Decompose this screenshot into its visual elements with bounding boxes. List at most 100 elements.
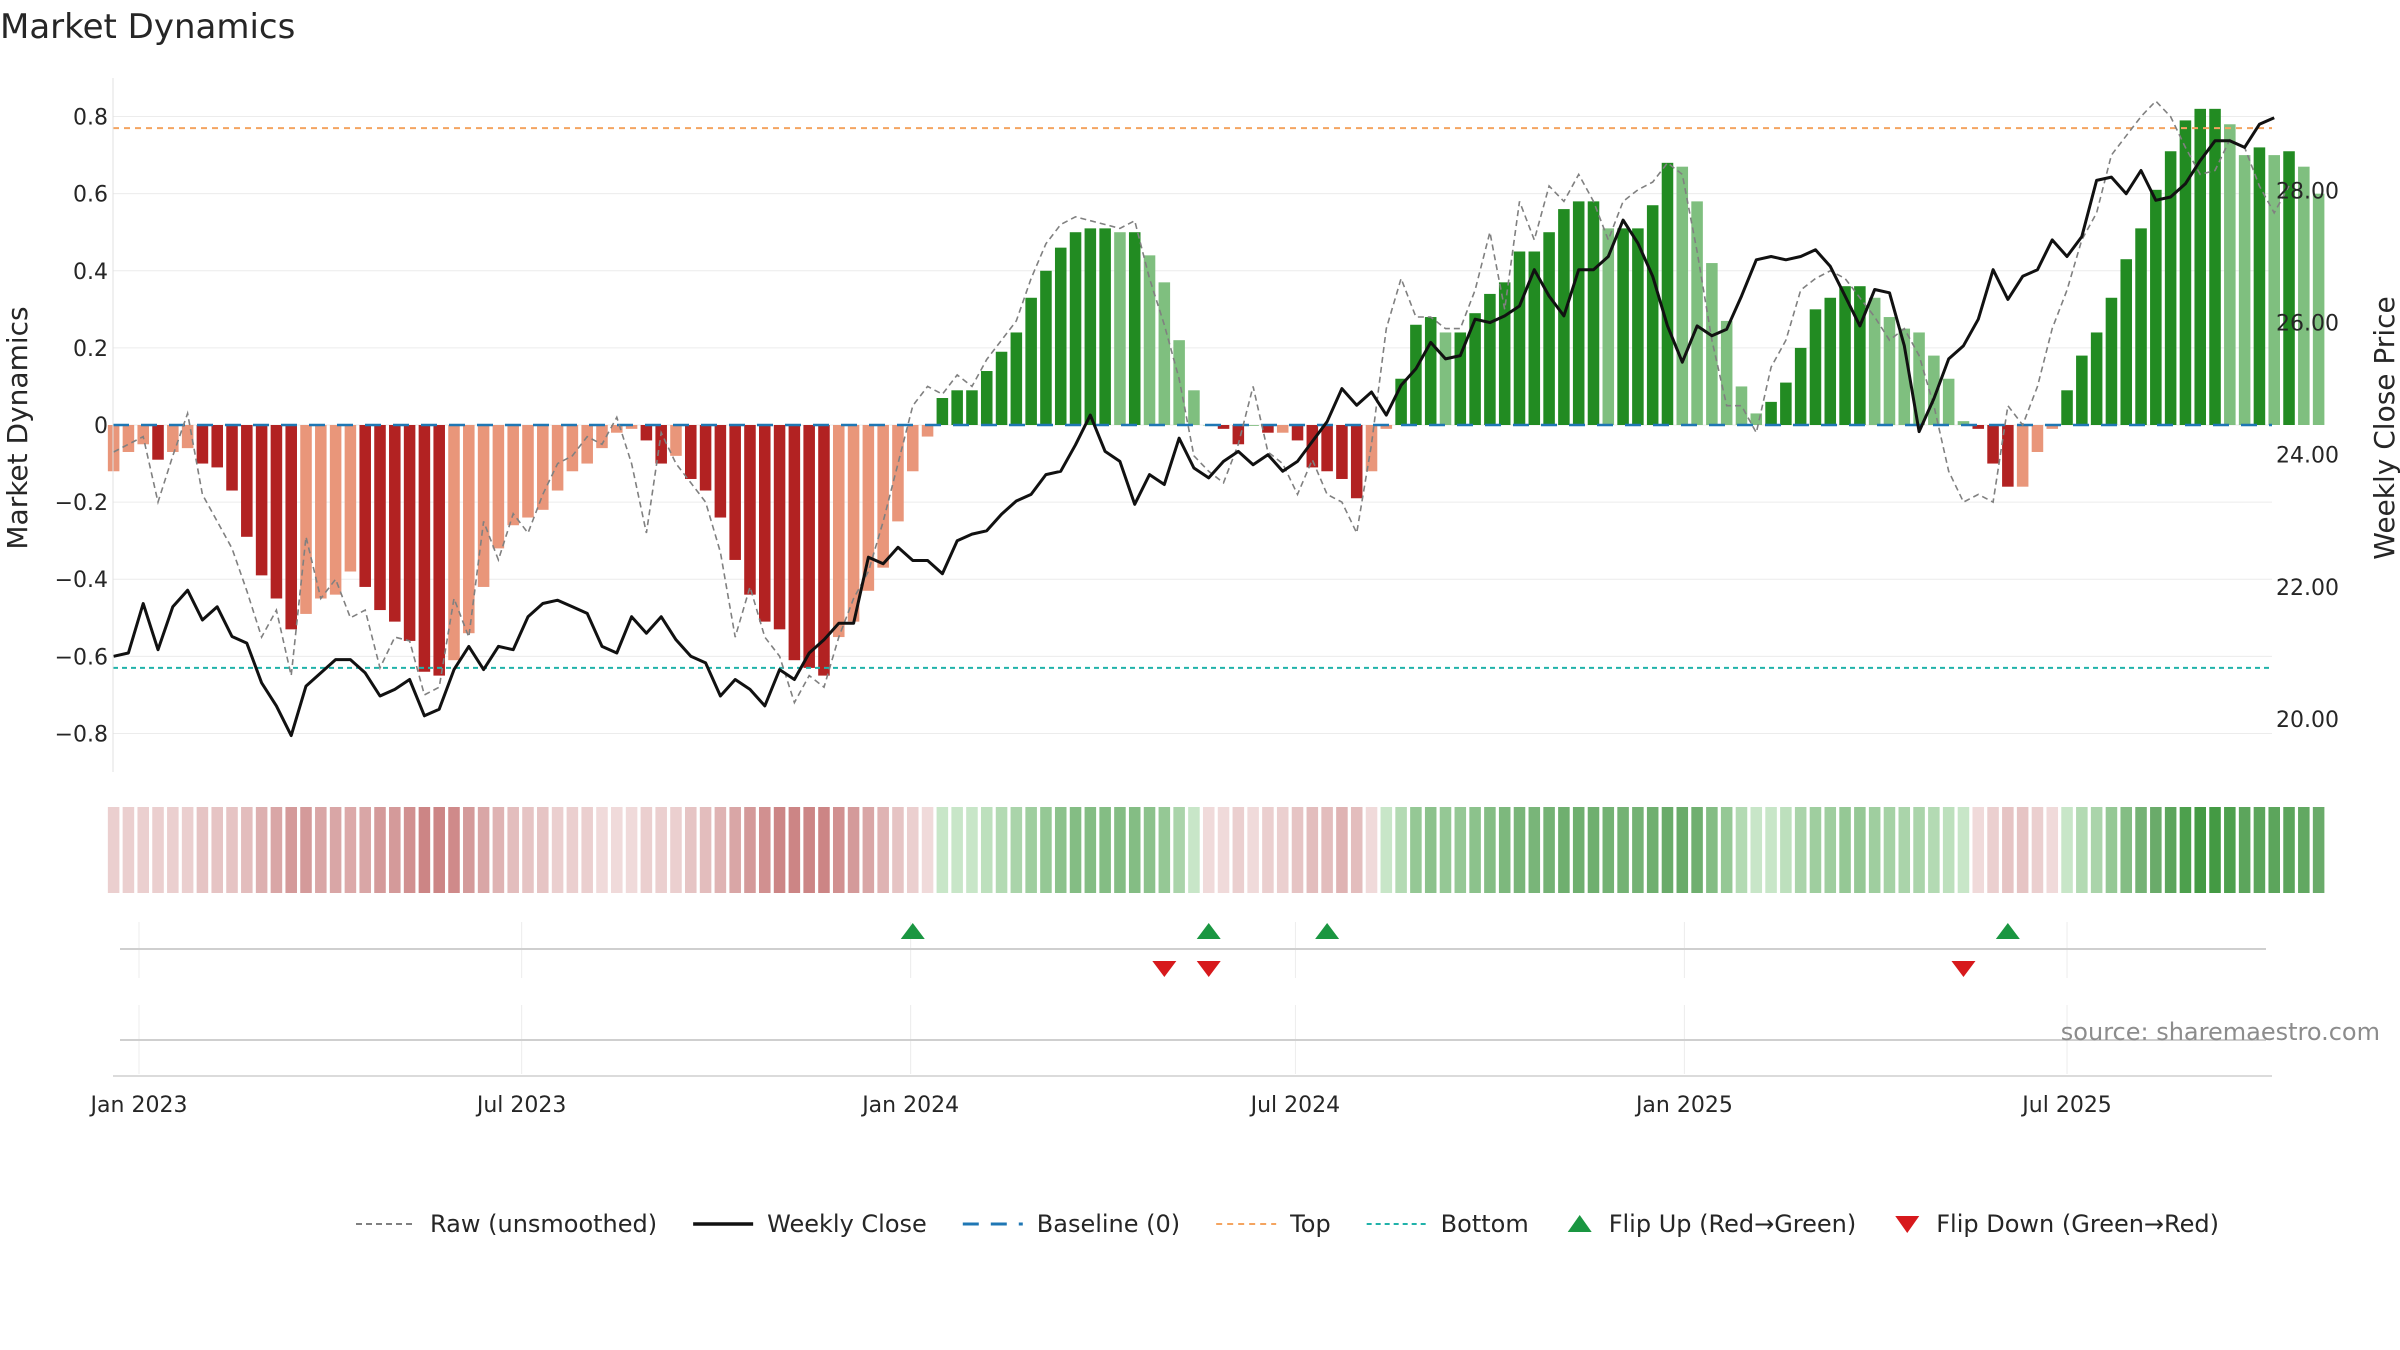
dynamics-bar <box>344 425 357 572</box>
regime-cell <box>167 807 179 893</box>
dynamics-bar <box>892 425 904 522</box>
legend-item: Bottom <box>1366 1210 1529 1238</box>
regime-cell <box>1336 807 1348 893</box>
right-axis-label: Weekly Close Price <box>2368 296 2400 559</box>
regime-cell <box>773 807 786 893</box>
regime-cell <box>818 807 830 893</box>
dynamics-bar <box>2090 332 2103 425</box>
regime-cell <box>537 807 549 893</box>
regime-cell <box>906 807 919 893</box>
regime-cell <box>1735 807 1748 893</box>
regime-cell <box>1025 807 1037 893</box>
dynamics-bar <box>1484 293 1496 425</box>
regime-cell <box>507 807 519 893</box>
dynamics-bar <box>1469 313 1481 425</box>
regime-cell <box>1040 807 1052 893</box>
regime-cell <box>803 807 815 893</box>
regime-cell <box>107 807 120 893</box>
dynamics-bar <box>936 398 949 425</box>
dynamics-bar <box>1824 297 1837 425</box>
dynamics-bar <box>2253 147 2266 425</box>
dynamics-bar <box>2120 259 2133 425</box>
regime-cell <box>1217 807 1230 893</box>
dynamics-bar <box>566 425 579 472</box>
dynamics-bar <box>1395 378 1407 425</box>
reference-lines <box>113 127 2272 669</box>
legend-label: Bottom <box>1441 1210 1529 1238</box>
right-tick-label: 20.00 <box>2276 708 2339 733</box>
left-tick-label: 0.8 <box>73 106 108 131</box>
dynamics-bar <box>640 425 653 441</box>
dynamics-bar <box>1750 413 1763 425</box>
regime-cell <box>1602 807 1615 893</box>
regime-cell <box>1350 807 1363 893</box>
legend-label: Top <box>1289 1210 1331 1238</box>
regime-cell <box>211 807 223 893</box>
regime-cell <box>2002 807 2014 893</box>
regime-cell <box>581 807 593 893</box>
regime-cell <box>892 807 904 893</box>
dynamics-bar <box>1454 332 1467 425</box>
regime-cell <box>1010 807 1023 893</box>
regime-cell <box>2076 807 2088 893</box>
regime-cell <box>1202 807 1215 893</box>
right-tick-label: 26.00 <box>2276 312 2339 337</box>
regime-cell <box>463 807 475 893</box>
regime-cell <box>1632 807 1644 893</box>
dynamics-bar <box>906 425 919 472</box>
regime-cell <box>1587 807 1600 893</box>
dynamics-bar <box>211 425 223 468</box>
regime-cell <box>2105 807 2118 893</box>
regime-cell <box>2238 807 2251 893</box>
regime-cell <box>492 807 505 893</box>
dynamics-bar <box>1632 228 1644 425</box>
regime-cell <box>2283 807 2295 893</box>
regime-cell <box>359 807 371 893</box>
dynamics-bar <box>1957 421 1970 425</box>
regime-cell <box>1765 807 1777 893</box>
legend-label: Raw (unsmoothed) <box>430 1210 657 1238</box>
dynamics-bar <box>1868 297 1881 425</box>
regime-cell <box>2194 807 2207 893</box>
regime-cell <box>2031 807 2044 893</box>
dynamics-bar <box>655 425 667 464</box>
regime-cell <box>566 807 579 893</box>
regime-cell <box>1380 807 1393 893</box>
legend-item: Flip Up (Red→Green) <box>1567 1210 1856 1238</box>
regime-cell <box>699 807 712 893</box>
x-tick-label: Jul 2023 <box>475 1093 567 1118</box>
dynamics-bar <box>1143 255 1156 425</box>
regime-cell <box>1484 807 1496 893</box>
flip-down-marker <box>1951 961 1976 977</box>
regime-cell <box>1617 807 1629 893</box>
dynamics-bar <box>2179 120 2192 426</box>
regime-cell <box>403 807 416 893</box>
dynamics-bar <box>551 425 564 491</box>
dynamics-bar <box>2312 193 2325 425</box>
dynamics-bar <box>773 425 786 630</box>
dynamics-bar <box>1350 425 1363 499</box>
regime-cell <box>877 807 889 893</box>
dynamics-bar <box>285 425 297 630</box>
regime-cell <box>1365 807 1378 893</box>
regime-cell <box>2298 807 2310 893</box>
dynamics-bar <box>1735 386 1748 425</box>
dynamics-bar <box>1114 232 1126 425</box>
dynamics-bar <box>1276 425 1289 433</box>
dynamics-bar <box>714 425 727 518</box>
x-tick-label: Jul 2025 <box>2020 1093 2112 1118</box>
dynamics-bar <box>803 425 815 668</box>
x-tick-label: Jan 2025 <box>1634 1093 1733 1118</box>
dynamics-bar <box>2076 355 2088 425</box>
dynamics-bar <box>1054 247 1067 425</box>
right-tick-label: 24.00 <box>2276 444 2339 469</box>
raw-line <box>113 99 2290 705</box>
regime-cell <box>862 807 875 893</box>
regime-cell <box>1439 807 1452 893</box>
regime-cell <box>1143 807 1156 893</box>
dynamics-bar <box>921 425 934 437</box>
dynamics-bar <box>1543 232 1555 425</box>
left-tick-label: 0.2 <box>73 337 108 362</box>
regime-cell <box>1158 807 1171 893</box>
flip-down-marker <box>1196 961 1221 977</box>
